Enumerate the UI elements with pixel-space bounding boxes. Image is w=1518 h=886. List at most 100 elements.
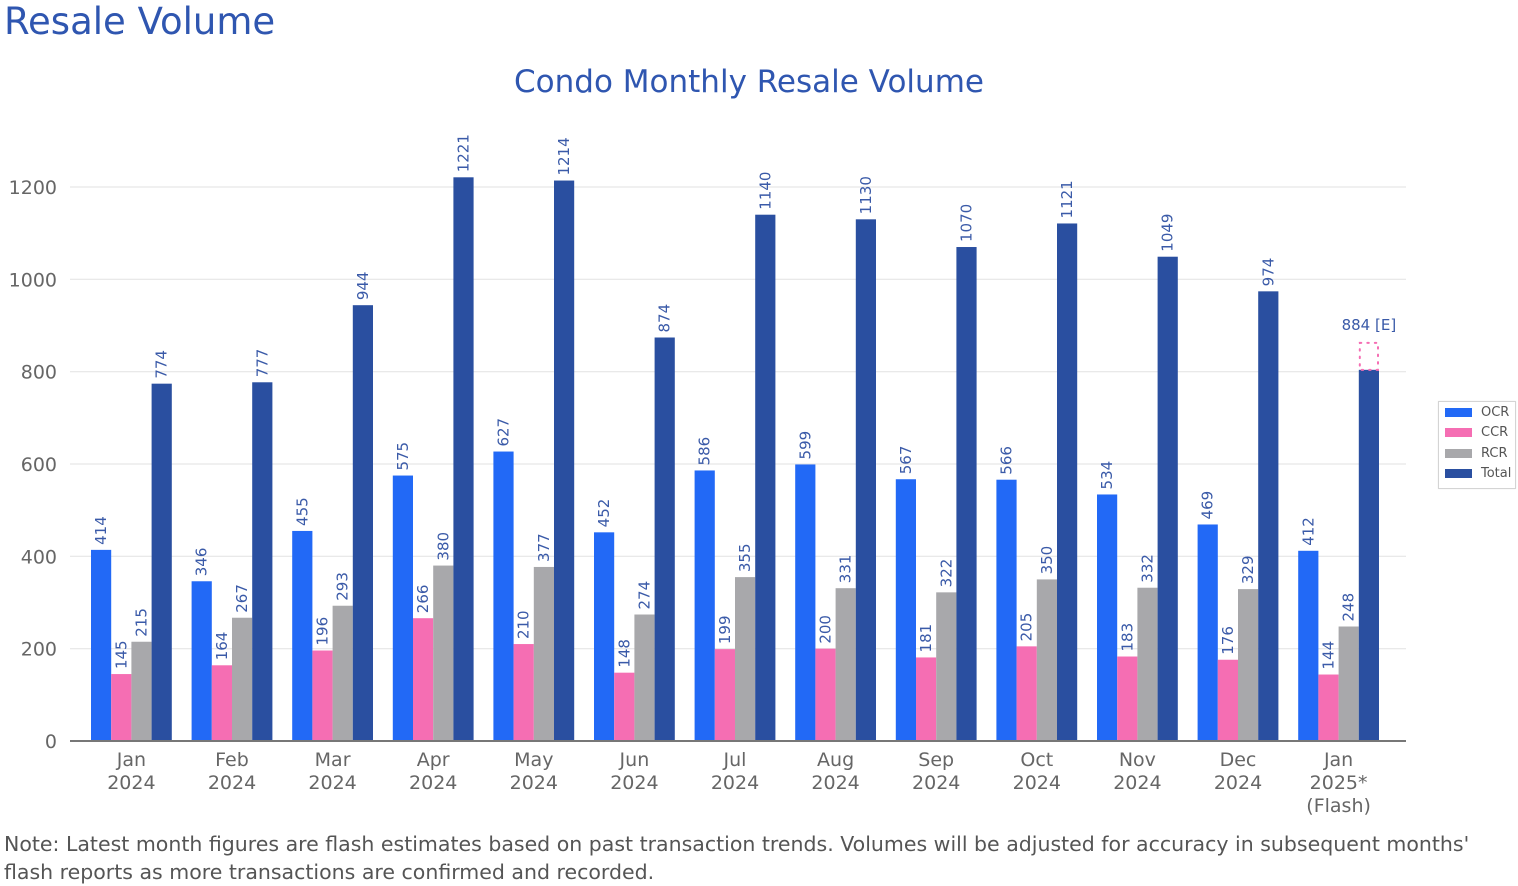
bar-ocr [1197,524,1218,741]
bar-ocr [493,451,514,741]
x-tick-label: 2024 [107,772,155,794]
legend-label: CCR [1481,425,1509,441]
bar-total [151,383,172,741]
page-title: Resale Volume [4,0,276,43]
x-tick-label: Apr [417,749,450,771]
data-label-total: 874 [656,304,674,333]
bar-ccr [1318,674,1339,741]
data-label-ocr: 469 [1199,491,1217,520]
bar-total [654,337,675,741]
data-label-rcr: 355 [736,543,754,572]
bar-total [554,180,575,741]
data-label-ccr: 199 [716,615,734,644]
bar-ccr [714,649,735,741]
data-label-total: 1070 [958,204,976,242]
bar-ccr [1117,656,1138,741]
bar-rcr [1338,626,1359,741]
bar-rcr [1137,587,1158,741]
legend-label: RCR [1481,445,1508,461]
bar-rcr [533,566,554,741]
bar-ocr [694,470,715,741]
bar-rcr [634,614,655,741]
bar-rcr [433,565,454,741]
data-label-ocr: 567 [897,446,915,475]
legend-swatch [1445,428,1472,438]
bar-rcr [835,588,856,741]
bar-rcr [332,605,353,741]
x-tick-label: Sep [918,749,954,771]
bar-total [855,219,876,742]
y-tick-label: 800 [21,362,57,384]
bar-ccr [111,674,132,741]
data-label-ocr: 455 [293,497,311,526]
data-label-ccr: 144 [1320,641,1338,670]
x-tick-label: Jun [619,749,650,771]
bar-total [1358,369,1379,741]
data-label-ccr: 183 [1118,623,1136,652]
x-tick-label: 2024 [711,772,759,794]
x-tick-label: Nov [1119,749,1156,771]
y-tick-label: 600 [21,454,57,476]
data-label-ccr: 181 [917,624,935,653]
legend-item-ccr: CCR [1439,423,1515,444]
y-tick-label: 200 [21,639,57,661]
bar-total [1057,223,1078,741]
bar-rcr [1238,589,1259,741]
data-label-ocr: 414 [92,516,110,545]
x-tick-label: Feb [215,749,249,771]
bar-ocr [895,479,916,741]
bar-total [453,177,474,741]
data-label-total: 777 [253,349,271,378]
bar-ccr [211,665,232,741]
x-tick-label: Aug [817,749,854,771]
data-label-ocr: 534 [1098,461,1116,490]
resale-volume-chart: Condo Monthly Resale Volume 0 200 400 600 800… [9,64,1406,817]
legend-swatch [1445,407,1472,417]
data-label-ccr: 210 [515,610,533,639]
x-tick-label: Dec [1220,749,1257,771]
estimate-label: 884 [E] [1342,316,1397,334]
y-tick-label: 1200 [9,177,57,199]
y-tick-label: 0 [45,731,57,753]
bar-rcr [1036,579,1057,741]
data-label-total: 774 [153,350,171,379]
data-label-ccr: 145 [112,640,130,669]
bar-ocr [1298,550,1319,741]
data-label-ocr: 566 [998,446,1016,475]
data-label-rcr: 329 [1239,555,1257,584]
bar-rcr [735,577,756,741]
x-tick-label: (Flash) [1306,795,1371,817]
x-tick-label: Jul [723,749,747,771]
data-label-rcr: 274 [636,581,654,610]
x-tick-label: 2024 [912,772,960,794]
data-label-rcr: 215 [133,608,151,637]
bar-ccr [614,672,635,741]
data-label-ocr: 599 [796,431,814,460]
data-label-ocr: 346 [193,548,211,577]
legend-item-ocr: OCR [1439,402,1515,423]
data-label-total: 1049 [1159,214,1177,252]
bar-ocr [996,479,1017,741]
data-label-total: 944 [354,272,372,301]
data-label-ocr: 575 [394,442,412,471]
y-tick-label: 1000 [9,269,57,291]
x-tick-label: 2024 [1113,772,1161,794]
data-label-total: 1140 [756,172,774,210]
bar-rcr [131,641,152,741]
bar-total [755,214,776,741]
data-label-ocr: 452 [595,499,613,528]
data-label-ccr: 200 [817,615,835,644]
x-tick-label: 2024 [308,772,356,794]
data-label-ccr: 148 [615,639,633,668]
data-label-rcr: 267 [233,584,251,613]
legend-swatch [1445,469,1472,479]
data-label-rcr: 350 [1038,546,1056,575]
data-label-rcr: 293 [334,572,352,601]
x-tick-label: May [514,749,553,771]
data-label-ccr: 196 [314,617,332,646]
legend-label: OCR [1481,404,1510,420]
x-tick-label: 2024 [1013,772,1061,794]
data-label-total: 1130 [857,176,875,214]
data-label-total: 1121 [1058,180,1076,218]
bar-ocr [292,530,313,741]
